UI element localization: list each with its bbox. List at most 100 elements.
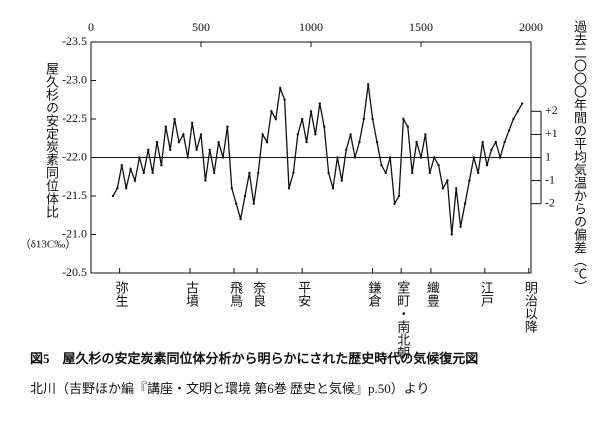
data-line [112, 84, 523, 235]
data-point [507, 129, 511, 132]
data-point [472, 156, 475, 159]
data-point [353, 156, 357, 159]
data-point [292, 171, 295, 175]
data-point [437, 164, 440, 167]
era-label: 平安 [296, 281, 311, 307]
data-point [221, 156, 225, 159]
y-tick-label: -23.5 [62, 34, 87, 48]
y2-tick-label: 1 [545, 149, 551, 163]
data-point [195, 148, 198, 151]
data-point [406, 125, 409, 128]
data-point [345, 148, 348, 151]
data-point [463, 202, 467, 205]
data-point [433, 156, 436, 159]
x-tick-label: 1000 [299, 20, 323, 34]
data-point [120, 164, 124, 167]
era-label: 弥生 [114, 280, 129, 307]
data-point [243, 194, 247, 198]
data-point [424, 133, 427, 136]
data-point [305, 140, 308, 144]
data-point [318, 102, 321, 105]
data-point [455, 187, 458, 190]
data-point [450, 233, 453, 236]
x-tick-label: 2000 [519, 20, 543, 34]
era-label: 鎌倉 [367, 281, 382, 308]
data-point [230, 187, 233, 190]
data-point [248, 171, 251, 175]
data-point [503, 140, 506, 144]
y2-tick-label: -2 [545, 195, 555, 209]
data-point [323, 125, 326, 128]
data-point [169, 148, 172, 151]
data-point [235, 202, 238, 205]
y-tick-label: -22.5 [62, 111, 87, 125]
y2-tick-label: +2 [545, 103, 558, 117]
data-point [314, 133, 317, 136]
data-point [138, 156, 141, 159]
data-point [380, 164, 383, 167]
data-point [349, 133, 352, 136]
data-point [151, 171, 154, 175]
data-point [428, 171, 431, 175]
data-point [468, 179, 471, 182]
data-point [415, 140, 418, 144]
data-point [327, 171, 330, 175]
x-tick-label: 500 [192, 20, 210, 34]
era-label: 明治以降 [523, 281, 538, 333]
y2-tick-label: -1 [545, 172, 555, 186]
data-point [182, 133, 185, 136]
y-tick-label: -21.0 [62, 226, 87, 240]
data-point [499, 156, 502, 159]
y2-axis-title: 過去二〇〇〇年間の平均気温からの偏差（℃） [572, 20, 587, 293]
data-point [116, 187, 119, 190]
data-point [164, 125, 167, 128]
data-point [191, 121, 194, 125]
data-point [147, 148, 150, 151]
data-point [397, 194, 401, 198]
source: 北川（吉野ほか編『講座・文明と環境 第6巻 歴史と気候』p.50）より [30, 381, 430, 396]
era-label: 古墳 [184, 281, 199, 307]
data-point [283, 98, 286, 101]
data-point [301, 117, 304, 121]
data-point [446, 179, 449, 182]
data-point [494, 140, 497, 144]
data-point [173, 117, 176, 121]
era-label: 織豊 [425, 281, 440, 307]
data-point [411, 171, 414, 175]
y-axis-unit: （δ13C‰） [20, 238, 77, 251]
data-point [129, 167, 132, 171]
data-point [133, 179, 137, 182]
data-point [204, 179, 207, 182]
data-point [367, 83, 370, 86]
data-point [111, 194, 115, 198]
y-axis-title: 屋久杉の安定炭素同位体比 [44, 62, 59, 219]
data-point [261, 133, 264, 136]
data-point [331, 187, 335, 190]
data-point [217, 140, 220, 144]
data-point [226, 125, 229, 128]
era-label: 飛鳥 [228, 281, 243, 308]
data-point [481, 140, 484, 144]
data-point [490, 148, 493, 151]
data-point [521, 102, 524, 105]
data-point [441, 187, 445, 190]
data-point [384, 171, 387, 175]
data-point [358, 140, 361, 144]
data-point [512, 117, 515, 121]
data-point [270, 110, 273, 113]
data-point [419, 156, 423, 159]
data-point [199, 133, 203, 136]
data-point [208, 148, 211, 151]
data-point [485, 164, 489, 167]
era-label: 室町・南北朝 [395, 280, 410, 359]
era-label: 奈良 [251, 281, 266, 307]
y-tick-label: -20.5 [62, 265, 87, 279]
y2-tick-label: +1 [545, 126, 558, 140]
data-point [186, 156, 189, 159]
y-tick-label: -23.0 [62, 72, 87, 86]
data-point [252, 202, 255, 205]
x-tick-label: 1500 [409, 20, 433, 34]
caption: 図5 屋久杉の安定炭素同位体分析から明らかにされた歴史時代の気候復元図 [30, 351, 478, 366]
data-point [213, 171, 216, 175]
